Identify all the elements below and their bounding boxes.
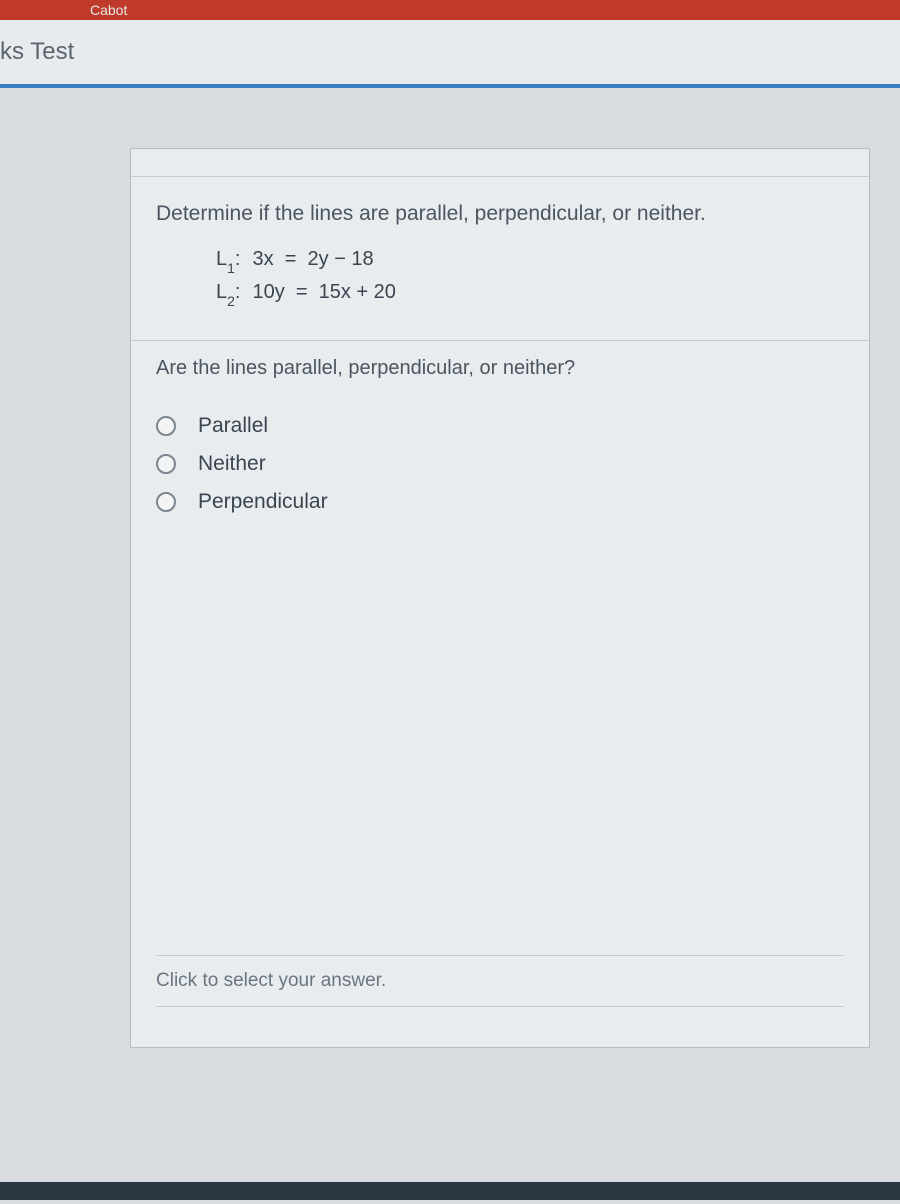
content-area: Determine if the lines are parallel, per…	[0, 88, 900, 1204]
question-section: Determine if the lines are parallel, per…	[131, 177, 869, 341]
equations-block: L1: 3x = 2y − 18 L2: 10y = 15x + 20	[156, 228, 844, 322]
radio-icon[interactable]	[156, 454, 176, 474]
option-parallel[interactable]: Parallel	[156, 414, 844, 438]
question-prompt: Determine if the lines are parallel, per…	[156, 199, 844, 228]
option-label: Perpendicular	[198, 490, 328, 514]
radio-icon[interactable]	[156, 416, 176, 436]
equation-1: L1: 3x = 2y − 18	[216, 248, 844, 273]
question-card: Determine if the lines are parallel, per…	[130, 148, 870, 1048]
equation-1-label: L1:	[216, 248, 252, 273]
page-title: ks Test	[0, 38, 74, 65]
taskbar-fragment	[0, 1182, 900, 1200]
equation-1-body: 3x = 2y − 18	[252, 248, 373, 271]
browser-top-bar: Cabot	[0, 0, 900, 20]
radio-icon[interactable]	[156, 492, 176, 512]
options-section: Parallel Neither Perpendicular	[131, 396, 869, 546]
sub-prompt: Are the lines parallel, perpendicular, o…	[131, 341, 869, 396]
equation-2: L2: 10y = 15x + 20	[216, 281, 844, 306]
page-header: ks Test	[0, 20, 900, 88]
equation-2-label: L2:	[216, 281, 252, 306]
card-top-spacer	[131, 149, 869, 177]
option-label: Neither	[198, 452, 266, 476]
option-label: Parallel	[198, 414, 268, 438]
tab-fragment: Cabot	[90, 2, 127, 18]
option-neither[interactable]: Neither	[156, 452, 844, 476]
equation-2-body: 10y = 15x + 20	[252, 281, 395, 304]
footer-hint[interactable]: Click to select your answer.	[156, 955, 844, 1007]
option-perpendicular[interactable]: Perpendicular	[156, 490, 844, 514]
